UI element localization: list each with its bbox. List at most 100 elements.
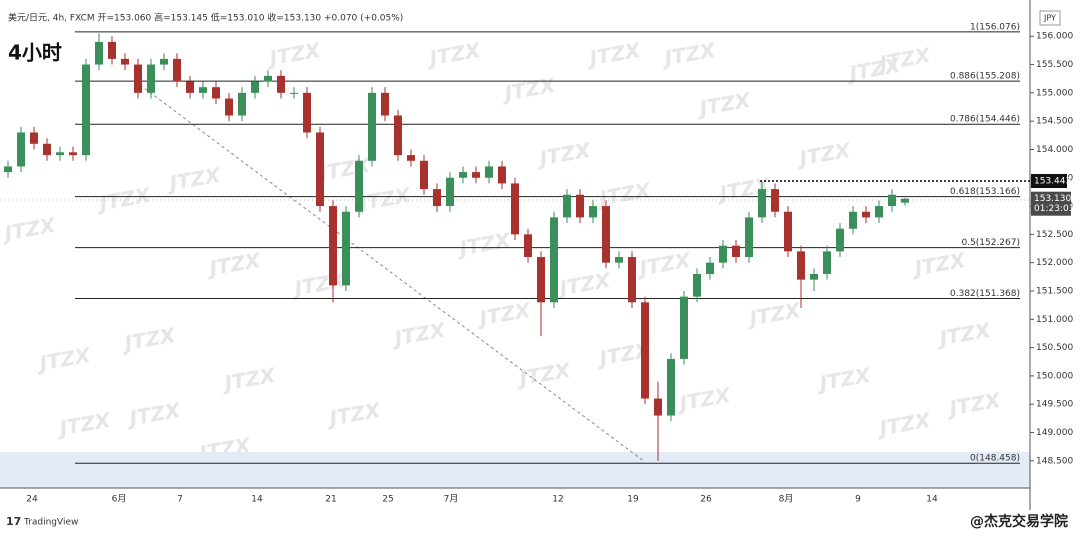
- candle-body: [563, 194, 571, 218]
- x-tick-label: 14: [926, 495, 938, 505]
- x-tick-label: 12: [552, 495, 563, 505]
- source: @杰克交易学院: [970, 513, 1068, 530]
- candle-body: [108, 41, 116, 59]
- candle-body: [745, 217, 753, 258]
- candle-body: [251, 81, 259, 93]
- candle-body: [121, 58, 129, 65]
- y-tick-label: 148.500: [1036, 456, 1073, 466]
- candle-body: [797, 251, 805, 280]
- currency: JPY: [1043, 14, 1056, 23]
- x-tick-label: 26: [700, 495, 712, 505]
- candle-body: [290, 92, 298, 94]
- candle-body: [420, 160, 428, 190]
- y-tick-label: 151.500: [1036, 286, 1073, 296]
- candle-body: [95, 41, 103, 65]
- brand: TradingView: [23, 518, 78, 528]
- y-tick-label: 149.500: [1036, 400, 1073, 410]
- candle-body: [511, 183, 519, 235]
- candle-body: [615, 257, 623, 263]
- candle-body: [147, 64, 155, 93]
- candle-body: [368, 92, 376, 161]
- candle-body: [407, 155, 415, 161]
- brand-logo: 17: [6, 515, 21, 528]
- x-tick-label: 19: [627, 495, 639, 505]
- candle-body: [394, 115, 402, 156]
- candle-body: [134, 64, 142, 93]
- candle-body: [719, 245, 727, 263]
- candle-body: [836, 228, 844, 252]
- candle-body: [784, 211, 792, 252]
- x-tick-label: 7月: [444, 494, 459, 505]
- x-tick-label: 14: [251, 495, 263, 505]
- y-tick-label: 151.000: [1036, 315, 1073, 325]
- candle-body: [186, 81, 194, 93]
- candle-body: [316, 132, 324, 207]
- y-tick-label: 149.000: [1036, 428, 1073, 438]
- chart-title: 4小时: [8, 41, 62, 65]
- candle-body: [82, 64, 90, 156]
- y-tick-label: 150.000: [1036, 371, 1073, 381]
- candle-body: [329, 206, 337, 286]
- candle-body: [459, 172, 467, 178]
- candle-body: [212, 87, 220, 99]
- candle-body: [875, 206, 883, 218]
- candle-body: [667, 358, 675, 416]
- y-tick-label: 152.000: [1036, 258, 1073, 268]
- y-tick-label: 150.500: [1036, 343, 1073, 353]
- fib-label: 0.382(151.368): [950, 289, 1020, 299]
- candle-body: [524, 234, 532, 258]
- candle-body: [56, 152, 64, 156]
- candle-body: [472, 172, 480, 178]
- candle-body: [706, 262, 714, 275]
- candle-body: [17, 132, 25, 167]
- y-tick-label: 155.000: [1036, 88, 1073, 98]
- candle-body: [810, 274, 818, 280]
- header: 美元/日元, 4h, FXCM 开=153.060 高=153.145 低=15…: [8, 12, 403, 24]
- last-price-box: [1031, 191, 1071, 216]
- shaded-zone: [0, 452, 1030, 488]
- fib-label: 0(148.458): [970, 454, 1020, 464]
- x-tick-label: 8月: [779, 494, 794, 505]
- candle-body: [160, 58, 168, 65]
- candle-body: [498, 166, 506, 184]
- candle-body: [537, 257, 545, 303]
- candle-body: [758, 189, 766, 218]
- x-tick-label: 25: [382, 495, 393, 505]
- countdown: 01:23:03: [1034, 204, 1074, 214]
- candle-body: [199, 87, 207, 93]
- candle-body: [342, 211, 350, 286]
- candle-body: [849, 211, 857, 229]
- x-tick-label: 21: [325, 495, 336, 505]
- candle-body: [732, 245, 740, 258]
- y-tick-label: 154.500: [1036, 117, 1073, 127]
- candle-body: [173, 58, 181, 82]
- candle-body: [641, 302, 649, 399]
- candle-body: [550, 217, 558, 303]
- x-tick-label: 9: [855, 495, 861, 505]
- candle-body: [602, 206, 610, 263]
- candle-body: [225, 98, 233, 116]
- candle-body: [264, 75, 272, 82]
- candle-body: [901, 198, 909, 203]
- candle-body: [277, 75, 285, 93]
- candle-body: [4, 166, 12, 173]
- last-price-label: 153.130: [1034, 194, 1071, 204]
- y-tick-label: 155.500: [1036, 60, 1073, 70]
- candle-body: [30, 132, 38, 144]
- x-tick-label: 6月: [112, 494, 127, 505]
- candle-body: [446, 177, 454, 207]
- candle-body: [693, 274, 701, 297]
- candle-body: [862, 211, 870, 218]
- candle-body: [69, 152, 77, 156]
- currency-box: [1039, 10, 1061, 26]
- y-tick-label: 154.000: [1036, 145, 1073, 155]
- high-label: 153.443: [1034, 176, 1071, 186]
- y-tick-label: 152.500: [1036, 230, 1073, 240]
- candle-body: [238, 92, 246, 116]
- candle-body: [43, 143, 51, 156]
- candle-body: [680, 296, 688, 359]
- candle-body: [381, 92, 389, 116]
- x-tick-label: 24: [26, 495, 38, 505]
- fib-label: 1(156.076): [970, 22, 1020, 32]
